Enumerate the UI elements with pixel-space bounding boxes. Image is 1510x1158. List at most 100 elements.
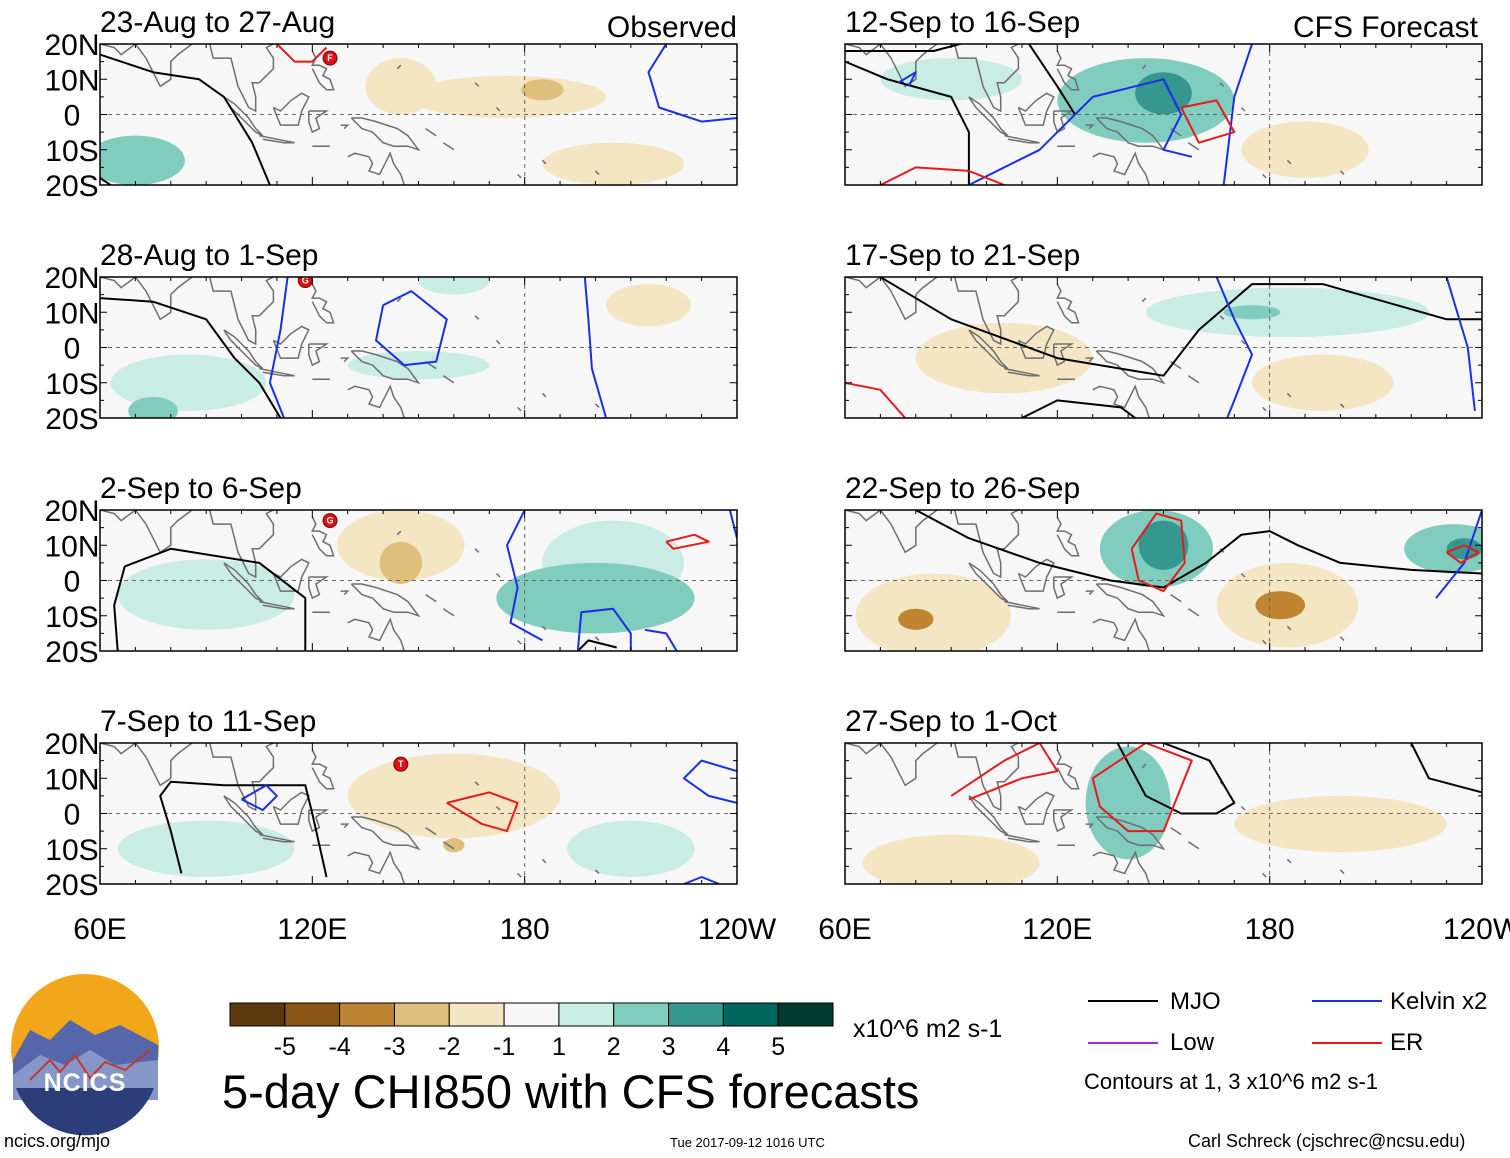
anomaly-blob-5 (521, 79, 564, 101)
coastline-17 (396, 297, 402, 303)
coastline-8 (350, 350, 421, 385)
x-tick-label: 60E (818, 913, 871, 946)
colorbar-units: x10^6 m2 s-1 (853, 1015, 1003, 1043)
y-tick-label: 10S (45, 834, 98, 867)
panel-field (845, 277, 1482, 418)
er-contour (446, 791, 519, 833)
colorbar-bin-10 (722, 1002, 779, 1027)
figure-title: 5-day CHI850 with CFS forecasts (222, 1065, 920, 1118)
anomaly-blob-5 (128, 396, 178, 418)
colorbar-bin-9 (668, 1002, 724, 1027)
anomaly-blob-3 (606, 284, 691, 327)
storm-marker-icon (322, 513, 338, 529)
mjo-contour (915, 510, 1482, 589)
kelvin-contour (241, 784, 278, 811)
coastline-9 (340, 357, 350, 363)
coastline-13 (425, 593, 437, 603)
anomaly-blob-3 (1145, 287, 1429, 337)
coastline-1 (845, 277, 938, 321)
map-panel-7: 22-Sep to 26-Sep (844, 472, 1483, 652)
coastline-5 (272, 92, 310, 126)
coastline-2 (953, 44, 1020, 113)
observed-label: Observed (607, 11, 737, 44)
y-tick-label: 0 (64, 799, 81, 832)
coastline-9 (1085, 124, 1095, 130)
coastline-21 (594, 869, 600, 874)
coastline-7 (1056, 50, 1080, 91)
anomaly-blob-2 (117, 559, 295, 630)
coastline-9 (340, 124, 350, 130)
storm-marker-icon (322, 50, 338, 66)
coastline-9 (1085, 823, 1095, 829)
anomaly-blob-1 (915, 322, 1093, 394)
coastline-6 (1053, 110, 1074, 134)
coastline-18 (474, 781, 480, 786)
coastline-5 (1017, 325, 1055, 359)
storm-marker-icon (393, 756, 409, 772)
coastline-1 (100, 743, 193, 787)
kelvin-contour (375, 290, 448, 367)
er-contour (1180, 99, 1236, 144)
legend-low-label: Low (1170, 1029, 1215, 1056)
y-tick-label: 10N (44, 763, 99, 796)
panel-field: G (100, 277, 737, 418)
coastline-16 (1262, 639, 1267, 645)
y-tick-label: 10S (45, 135, 98, 168)
colorbar-tick-label: 3 (662, 1033, 676, 1061)
coastline-6 (1053, 809, 1074, 833)
x-tick-label: 180 (1245, 913, 1295, 946)
coastline-7 (1056, 749, 1080, 790)
forecast-label: CFS Forecast (1293, 11, 1479, 44)
anomaly-blob-1 (1234, 795, 1447, 853)
coastline-13 (1170, 593, 1182, 603)
coastline-13 (1170, 826, 1182, 836)
coastline-7 (1056, 283, 1080, 324)
panel-field (845, 743, 1482, 884)
coastline-16 (1262, 406, 1267, 412)
mjo-contour (113, 547, 307, 651)
coastline-1 (845, 44, 938, 88)
coastline-17 (1141, 297, 1147, 303)
y-tick-label: 20S (45, 636, 98, 669)
kelvin-contour (1435, 510, 1482, 599)
coastline-7 (311, 749, 335, 790)
kelvin-contour (897, 71, 917, 87)
coastline-20 (1286, 858, 1292, 864)
coastline-19 (495, 339, 501, 345)
source-url[interactable]: ncics.org/mjo (4, 1131, 111, 1151)
coastline-20 (541, 159, 547, 165)
mjo-contour (1021, 399, 1136, 418)
coastline-19 (1240, 805, 1246, 811)
coastline-4 (1004, 134, 1040, 144)
coastline-14 (1187, 375, 1200, 384)
timestamp: Tue 2017-09-12 1016 UTC (670, 1135, 825, 1150)
panel-title: 22-Sep to 26-Sep (845, 472, 1080, 505)
coastline-2 (953, 743, 1020, 812)
kelvin-contour (682, 759, 737, 804)
coastline-14 (1187, 608, 1200, 617)
y-tick-label: 10N (44, 64, 99, 97)
coastline-17 (1141, 64, 1147, 70)
mjo-contour (577, 639, 617, 651)
anomaly-blob-5 (379, 541, 423, 585)
mjo-contour (879, 277, 1482, 377)
coastline-7 (311, 50, 335, 91)
y-tick-label: 20S (45, 403, 98, 436)
er-contour (1130, 512, 1186, 593)
colorbar-bin-1 (229, 1002, 286, 1027)
anomaly-blob-4 (1113, 757, 1157, 814)
coastline-11 (347, 151, 406, 185)
kelvin-contour (1222, 44, 1253, 185)
anomaly-blob-4 (100, 135, 185, 185)
legend-kelvin-label: Kelvin x2 (1390, 988, 1488, 1015)
coastline-14 (442, 841, 455, 850)
storm-marker-label: F (327, 53, 333, 63)
anomaly-blob-4 (443, 838, 465, 853)
coastline-7 (311, 516, 335, 557)
coastline-9 (340, 590, 350, 596)
colorbar-tick-label: 2 (607, 1033, 621, 1061)
coastline-13 (425, 127, 437, 137)
